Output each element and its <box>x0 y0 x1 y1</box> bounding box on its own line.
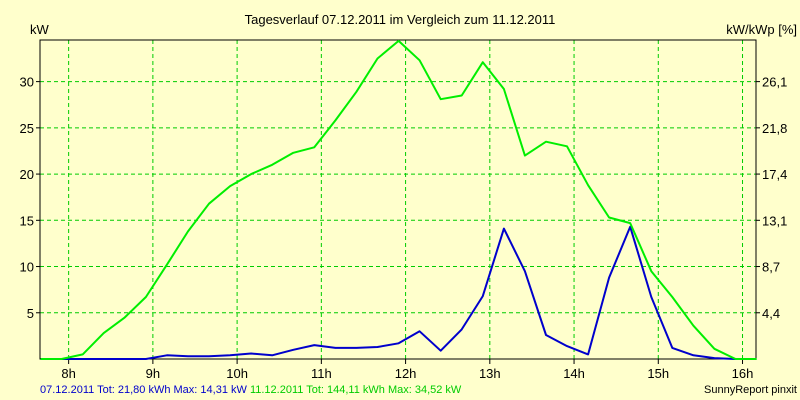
footer-summary: 07.12.2011 Tot: 21,80 kWh Max: 14,31 kW … <box>40 384 462 396</box>
y-tick-label-left: 30 <box>20 75 34 90</box>
y-tick-label-right: 26,1 <box>762 75 787 90</box>
y-tick-label-right: 13,1 <box>762 213 787 228</box>
axis-ticks: 8h 9h 10h 11h 12h 13h 14h 15h 16h 5 4,4 10 8,7 15 13,1… <box>20 75 788 381</box>
x-tick-label: 14h <box>563 366 585 381</box>
right-axis-label: kW/kWp [%] <box>726 22 797 37</box>
x-tick-label: 12h <box>395 366 417 381</box>
left-axis-label: kW <box>30 22 50 37</box>
y-tick-label-right: 17,4 <box>762 167 787 182</box>
x-tick-label: 16h <box>732 366 754 381</box>
y-tick-label-left: 15 <box>20 213 34 228</box>
y-tick-label-left: 20 <box>20 167 34 182</box>
y-tick-label-left: 10 <box>20 260 34 275</box>
series-layer <box>40 39 757 360</box>
x-tick-label: 13h <box>479 366 501 381</box>
series-line-07.12.2011 <box>40 225 757 360</box>
y-tick-label-left: 5 <box>27 306 34 321</box>
x-tick-label: 15h <box>647 366 669 381</box>
footer-summary-2: 11.12.2011 Tot: 144,11 kWh Max: 34,52 kW <box>247 384 462 396</box>
series-line-11.12.2011 <box>40 39 757 360</box>
y-tick-label-right: 21,8 <box>762 121 787 136</box>
credit-text: SunnyReport pinxit <box>704 384 797 396</box>
x-tick-label: 8h <box>61 366 75 381</box>
x-tick-label: 10h <box>226 366 248 381</box>
grid-lines <box>40 40 756 359</box>
plot-frame <box>39 39 757 360</box>
x-tick-label: 9h <box>146 366 160 381</box>
y-tick-label-right: 4,4 <box>762 306 780 321</box>
footer-summary-1: 07.12.2011 Tot: 21,80 kWh Max: 14,31 kW <box>40 384 247 396</box>
y-tick-label-left: 25 <box>20 121 34 136</box>
y-tick-label-right: 8,7 <box>762 260 780 275</box>
chart-title: Tagesverlauf 07.12.2011 im Vergleich zum… <box>245 12 556 27</box>
x-tick-label: 11h <box>311 366 332 381</box>
